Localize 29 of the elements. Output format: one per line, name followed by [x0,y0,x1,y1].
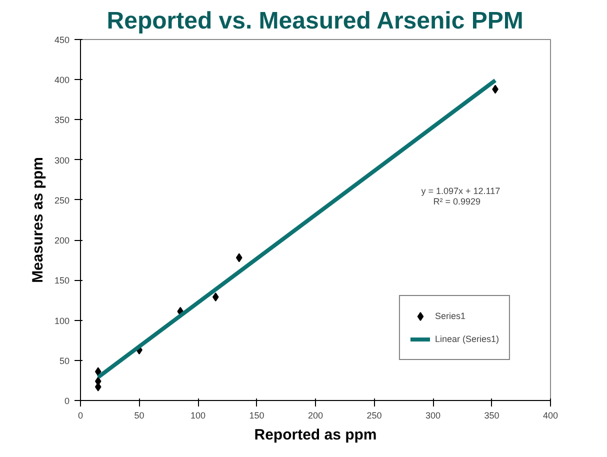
x-tick-label: 250 [366,410,382,420]
x-tick-label: 50 [134,410,144,420]
point [212,292,219,302]
x-tick-label: 150 [249,410,264,420]
y-tick-label: 100 [54,316,70,326]
x-tick-label: 0 [78,410,84,420]
y-tick-label: 350 [54,115,70,126]
y-tick-label: 50 [59,356,70,366]
x-tick-label: 350 [484,410,500,420]
point [94,367,102,376]
x-tick-label: 300 [425,410,441,420]
annotation: R² = 0.9929 [433,196,481,206]
y-tick-label: 450 [54,35,70,45]
annotation: y = 1.097x + 12.117 [421,186,500,196]
point [236,253,242,262]
y-tick-label: 150 [54,276,70,286]
y-tick-label: 200 [54,236,70,246]
y-tick-label: 0 [64,396,70,406]
y-tick-label: 300 [54,155,70,166]
legend-label: Series1 [434,311,466,321]
y-tick-label: 250 [54,195,70,206]
x-tick-label: 100 [190,410,206,420]
x-axis-title: Reported as ppm [254,426,377,444]
legend-label: Linear (Series1) [434,334,499,344]
x-tick-label: 400 [542,410,558,420]
y-axis-title: Measures as ppm [29,157,46,283]
x-tick-label: 200 [308,410,324,420]
chart-title: Reported vs. Measured Arsenic PPM [106,8,524,34]
y-tick-label: 400 [54,75,70,86]
